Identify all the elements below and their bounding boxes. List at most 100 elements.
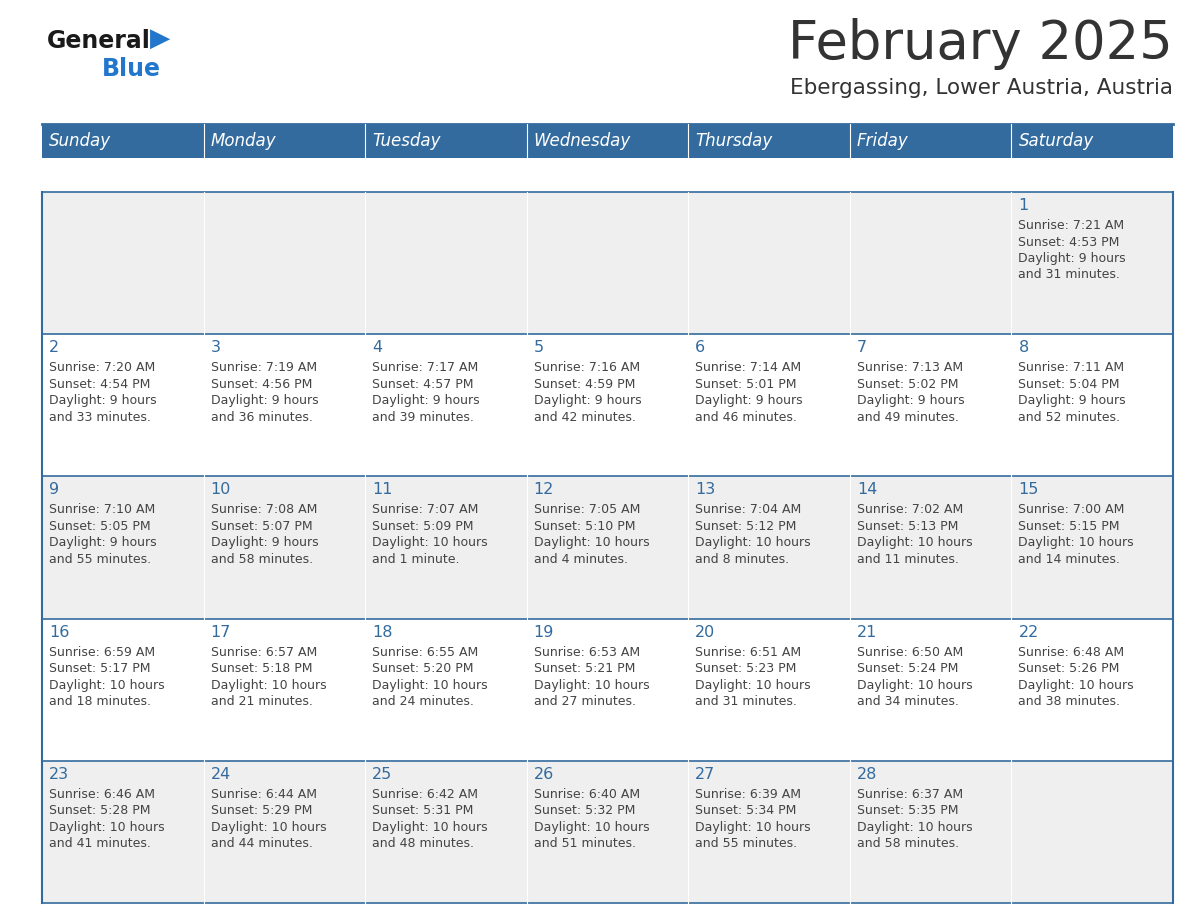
Text: Sunrise: 6:42 AM: Sunrise: 6:42 AM: [372, 788, 478, 800]
Text: Sunrise: 6:55 AM: Sunrise: 6:55 AM: [372, 645, 479, 658]
Text: Daylight: 9 hours: Daylight: 9 hours: [857, 394, 965, 408]
Text: Daylight: 10 hours: Daylight: 10 hours: [857, 678, 973, 691]
Text: Sunset: 5:13 PM: Sunset: 5:13 PM: [857, 520, 959, 533]
Text: 16: 16: [49, 624, 69, 640]
Text: and 58 minutes.: and 58 minutes.: [857, 837, 959, 850]
Text: and 31 minutes.: and 31 minutes.: [1018, 268, 1120, 282]
Bar: [1011, 476, 1173, 619]
Text: Daylight: 9 hours: Daylight: 9 hours: [533, 394, 642, 408]
Text: Daylight: 10 hours: Daylight: 10 hours: [1018, 536, 1135, 549]
Text: 15: 15: [1018, 482, 1038, 498]
Text: 17: 17: [210, 624, 230, 640]
Text: Sunrise: 7:08 AM: Sunrise: 7:08 AM: [210, 503, 317, 517]
Text: 28: 28: [857, 767, 877, 782]
Text: Sunset: 5:01 PM: Sunset: 5:01 PM: [695, 377, 797, 391]
Bar: [365, 192, 526, 334]
Text: Daylight: 9 hours: Daylight: 9 hours: [695, 394, 803, 408]
Text: Sunset: 4:57 PM: Sunset: 4:57 PM: [372, 377, 474, 391]
Text: Sunset: 4:54 PM: Sunset: 4:54 PM: [49, 377, 151, 391]
Text: Sunrise: 7:05 AM: Sunrise: 7:05 AM: [533, 503, 640, 517]
Text: and 41 minutes.: and 41 minutes.: [49, 837, 151, 850]
Text: 13: 13: [695, 482, 715, 498]
Text: 14: 14: [857, 482, 877, 498]
Text: Sunset: 5:07 PM: Sunset: 5:07 PM: [210, 520, 312, 533]
Text: and 55 minutes.: and 55 minutes.: [695, 837, 797, 850]
Text: Sunset: 5:26 PM: Sunset: 5:26 PM: [1018, 662, 1120, 675]
Text: Daylight: 9 hours: Daylight: 9 hours: [1018, 252, 1126, 265]
Text: and 31 minutes.: and 31 minutes.: [695, 695, 797, 708]
Text: and 21 minutes.: and 21 minutes.: [210, 695, 312, 708]
Bar: [688, 476, 849, 619]
Text: 10: 10: [210, 482, 230, 498]
Text: Sunday: Sunday: [49, 132, 112, 150]
Text: Blue: Blue: [102, 57, 162, 81]
Text: Sunset: 5:34 PM: Sunset: 5:34 PM: [695, 804, 797, 817]
Text: and 58 minutes.: and 58 minutes.: [210, 553, 312, 565]
Text: 27: 27: [695, 767, 715, 782]
Text: and 49 minutes.: and 49 minutes.: [857, 410, 959, 424]
Bar: [1011, 619, 1173, 761]
Bar: [365, 619, 526, 761]
Text: Sunset: 5:20 PM: Sunset: 5:20 PM: [372, 662, 474, 675]
Text: Ebergassing, Lower Austria, Austria: Ebergassing, Lower Austria, Austria: [790, 78, 1173, 98]
Text: and 24 minutes.: and 24 minutes.: [372, 695, 474, 708]
Bar: [365, 476, 526, 619]
Text: Sunrise: 6:44 AM: Sunrise: 6:44 AM: [210, 788, 316, 800]
Text: Sunset: 5:31 PM: Sunset: 5:31 PM: [372, 804, 474, 817]
Text: and 34 minutes.: and 34 minutes.: [857, 695, 959, 708]
Bar: [526, 476, 688, 619]
Text: Daylight: 10 hours: Daylight: 10 hours: [533, 678, 650, 691]
Bar: [365, 761, 526, 903]
Text: Sunset: 5:02 PM: Sunset: 5:02 PM: [857, 377, 959, 391]
Text: Daylight: 10 hours: Daylight: 10 hours: [372, 821, 488, 834]
Text: Sunset: 5:05 PM: Sunset: 5:05 PM: [49, 520, 151, 533]
Text: 18: 18: [372, 624, 393, 640]
Text: Sunrise: 7:10 AM: Sunrise: 7:10 AM: [49, 503, 156, 517]
Text: and 11 minutes.: and 11 minutes.: [857, 553, 959, 565]
Text: Sunrise: 6:39 AM: Sunrise: 6:39 AM: [695, 788, 801, 800]
Text: 9: 9: [49, 482, 59, 498]
Text: and 27 minutes.: and 27 minutes.: [533, 695, 636, 708]
Text: Sunrise: 6:59 AM: Sunrise: 6:59 AM: [49, 645, 156, 658]
Text: Daylight: 10 hours: Daylight: 10 hours: [372, 678, 488, 691]
Text: and 44 minutes.: and 44 minutes.: [210, 837, 312, 850]
Text: Sunrise: 7:11 AM: Sunrise: 7:11 AM: [1018, 361, 1125, 375]
Text: Daylight: 10 hours: Daylight: 10 hours: [533, 536, 650, 549]
Text: Sunset: 5:21 PM: Sunset: 5:21 PM: [533, 662, 636, 675]
Text: and 39 minutes.: and 39 minutes.: [372, 410, 474, 424]
Text: Saturday: Saturday: [1018, 132, 1094, 150]
Text: and 1 minute.: and 1 minute.: [372, 553, 460, 565]
Text: ▶: ▶: [150, 26, 170, 52]
Text: Daylight: 9 hours: Daylight: 9 hours: [372, 394, 480, 408]
Text: Sunrise: 6:51 AM: Sunrise: 6:51 AM: [695, 645, 802, 658]
Text: and 8 minutes.: and 8 minutes.: [695, 553, 789, 565]
Text: Daylight: 10 hours: Daylight: 10 hours: [533, 821, 650, 834]
Bar: [42, 761, 203, 903]
Text: Sunset: 5:23 PM: Sunset: 5:23 PM: [695, 662, 797, 675]
Bar: [849, 619, 1011, 761]
Bar: [849, 124, 1011, 158]
Text: and 18 minutes.: and 18 minutes.: [49, 695, 151, 708]
Bar: [42, 476, 203, 619]
Text: Daylight: 10 hours: Daylight: 10 hours: [695, 536, 811, 549]
Text: Daylight: 10 hours: Daylight: 10 hours: [1018, 678, 1135, 691]
Bar: [203, 761, 365, 903]
Text: February 2025: February 2025: [789, 18, 1173, 70]
Text: Sunset: 4:53 PM: Sunset: 4:53 PM: [1018, 236, 1120, 249]
Text: Daylight: 10 hours: Daylight: 10 hours: [695, 821, 811, 834]
Text: Sunrise: 7:14 AM: Sunrise: 7:14 AM: [695, 361, 802, 375]
Text: 20: 20: [695, 624, 715, 640]
Text: and 48 minutes.: and 48 minutes.: [372, 837, 474, 850]
Text: 26: 26: [533, 767, 554, 782]
Bar: [203, 124, 365, 158]
Text: Sunrise: 6:46 AM: Sunrise: 6:46 AM: [49, 788, 154, 800]
Bar: [526, 761, 688, 903]
Text: and 14 minutes.: and 14 minutes.: [1018, 553, 1120, 565]
Text: Sunrise: 7:19 AM: Sunrise: 7:19 AM: [210, 361, 317, 375]
Text: and 52 minutes.: and 52 minutes.: [1018, 410, 1120, 424]
Text: Daylight: 9 hours: Daylight: 9 hours: [49, 394, 157, 408]
Text: Daylight: 10 hours: Daylight: 10 hours: [210, 678, 327, 691]
Text: Sunset: 5:10 PM: Sunset: 5:10 PM: [533, 520, 636, 533]
Text: and 4 minutes.: and 4 minutes.: [533, 553, 627, 565]
Text: and 33 minutes.: and 33 minutes.: [49, 410, 151, 424]
